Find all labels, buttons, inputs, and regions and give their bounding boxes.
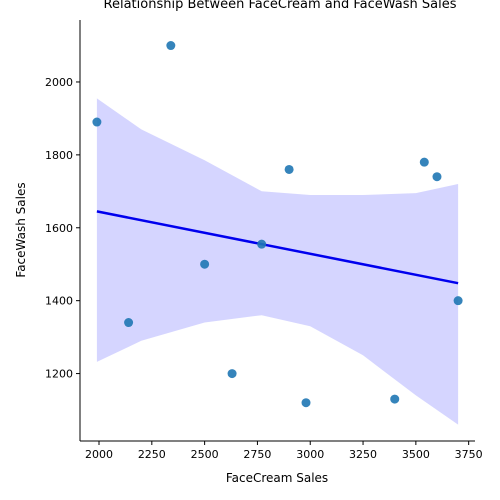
data-point xyxy=(301,398,311,408)
confidence-band xyxy=(96,98,459,425)
data-point xyxy=(124,318,134,328)
x-tick-label: 3250 xyxy=(349,448,377,461)
x-tick-label: 3000 xyxy=(296,448,324,461)
data-point xyxy=(390,394,400,404)
y-ticks: 1200 1400 1600 1800 2000 xyxy=(45,76,80,381)
data-point xyxy=(453,296,463,306)
chart-title: Relationship Between FaceCream and FaceW… xyxy=(104,0,457,12)
y-tick-label: 1600 xyxy=(45,222,73,235)
data-point xyxy=(166,41,176,51)
data-point xyxy=(92,117,102,127)
x-tick-label: 2750 xyxy=(243,448,271,461)
x-tick-label: 2250 xyxy=(138,448,166,461)
x-tick-label: 3750 xyxy=(455,448,483,461)
regression-line-layer xyxy=(96,210,459,285)
x-ticks: 2000 2250 2500 2750 3000 3250 3500 3750 xyxy=(85,441,483,461)
y-tick-label: 1400 xyxy=(45,295,73,308)
data-point xyxy=(419,157,429,167)
data-point xyxy=(227,369,237,379)
data-point xyxy=(284,164,294,174)
confidence-band-layer xyxy=(96,98,459,425)
axes xyxy=(79,20,475,442)
data-point xyxy=(257,239,267,249)
data-point xyxy=(200,259,210,269)
y-tick-label: 2000 xyxy=(45,76,73,89)
y-axis-label: FaceWash Sales xyxy=(14,182,28,277)
x-tick-label: 3500 xyxy=(402,448,430,461)
x-axis-label: FaceCream Sales xyxy=(226,471,328,485)
x-tick-label: 2000 xyxy=(85,448,113,461)
data-point xyxy=(432,172,442,182)
x-tick-label: 2500 xyxy=(191,448,219,461)
data-points-layer xyxy=(92,41,463,408)
y-tick-label: 1200 xyxy=(45,368,73,381)
y-tick-label: 1800 xyxy=(45,149,73,162)
regression-line xyxy=(96,210,459,285)
